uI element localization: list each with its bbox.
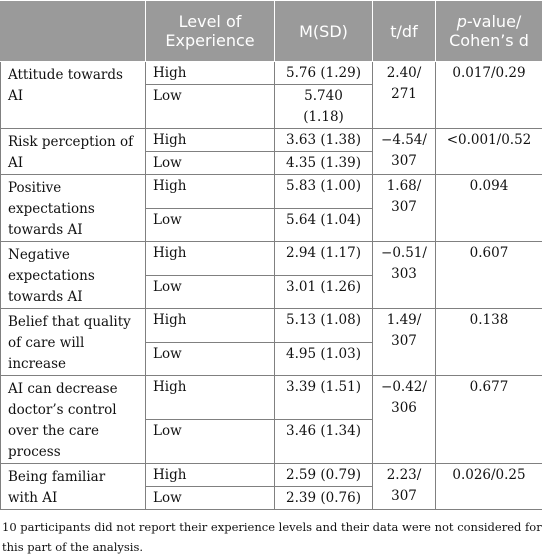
level-high: High: [146, 129, 275, 152]
table-row: AI can decrease doctor’s control over th…: [1, 376, 542, 420]
p-value-cohens-d: 0.677: [436, 376, 542, 464]
variable-name: Negative expectations towards AI: [1, 242, 146, 309]
table-header: Level of Experience M(SD) t/df p-value/ …: [1, 1, 542, 62]
variable-name: Being familiar with AI: [1, 464, 146, 510]
msd-high: 5.76 (1.29): [275, 62, 373, 85]
level-low: Low: [146, 487, 275, 510]
p-value-cohens-d: 0.094: [436, 175, 542, 242]
header-variable: [1, 1, 146, 62]
header-tdf: t/df: [373, 1, 436, 62]
variable-name: Attitude towards AI: [1, 62, 146, 129]
level-low: Low: [146, 342, 275, 376]
t-df-value: 2.23/ 307: [373, 464, 436, 510]
variable-name: Belief that quality of care will increas…: [1, 309, 146, 376]
header-msd: M(SD): [275, 1, 373, 62]
msd-high: 3.63 (1.38): [275, 129, 373, 152]
level-high: High: [146, 309, 275, 343]
t-df-value: 2.40/ 271: [373, 62, 436, 129]
msd-high: 5.83 (1.00): [275, 175, 373, 209]
level-high: High: [146, 464, 275, 487]
variable-name: AI can decrease doctor’s control over th…: [1, 376, 146, 464]
msd-high: 2.94 (1.17): [275, 242, 373, 276]
msd-low: 5.740 (1.18): [275, 85, 373, 129]
msd-high: 5.13 (1.08): [275, 309, 373, 343]
table-row: Belief that quality of care will increas…: [1, 309, 542, 343]
msd-low: 2.39 (0.76): [275, 487, 373, 510]
header-p-italic: p: [457, 12, 467, 31]
msd-low: 3.01 (1.26): [275, 275, 373, 309]
level-low: Low: [146, 85, 275, 129]
msd-low: 3.46 (1.34): [275, 420, 373, 464]
p-value-cohens-d: 0.017/0.29: [436, 62, 542, 129]
header-pvalue-cohens-d: p-value/ Cohen’s d: [436, 1, 542, 62]
level-high: High: [146, 242, 275, 276]
msd-high: 2.59 (0.79): [275, 464, 373, 487]
p-value-cohens-d: <0.001/0.52: [436, 129, 542, 175]
t-df-value: 1.68/ 307: [373, 175, 436, 242]
t-df-value: −4.54/ 307: [373, 129, 436, 175]
p-value-cohens-d: 0.138: [436, 309, 542, 376]
level-low: Low: [146, 152, 275, 175]
msd-low: 5.64 (1.04): [275, 208, 373, 242]
table-footnote: 10 participants did not report their exp…: [0, 510, 542, 557]
t-df-value: 1.49/ 307: [373, 309, 436, 376]
t-df-value: −0.51/ 303: [373, 242, 436, 309]
variable-name: Positive expectations towards AI: [1, 175, 146, 242]
level-high: High: [146, 62, 275, 85]
header-row: Level of Experience M(SD) t/df p-value/ …: [1, 1, 542, 62]
msd-high: 3.39 (1.51): [275, 376, 373, 420]
t-df-value: −0.42/ 306: [373, 376, 436, 464]
level-low: Low: [146, 208, 275, 242]
variable-name: Risk perception of AI: [1, 129, 146, 175]
p-value-cohens-d: 0.607: [436, 242, 542, 309]
level-low: Low: [146, 420, 275, 464]
header-level-of-experience: Level of Experience: [146, 1, 275, 62]
level-high: High: [146, 175, 275, 209]
results-table: Level of Experience M(SD) t/df p-value/ …: [0, 0, 542, 510]
msd-low: 4.95 (1.03): [275, 342, 373, 376]
level-low: Low: [146, 275, 275, 309]
level-high: High: [146, 376, 275, 420]
p-value-cohens-d: 0.026/0.25: [436, 464, 542, 510]
msd-low: 4.35 (1.39): [275, 152, 373, 175]
